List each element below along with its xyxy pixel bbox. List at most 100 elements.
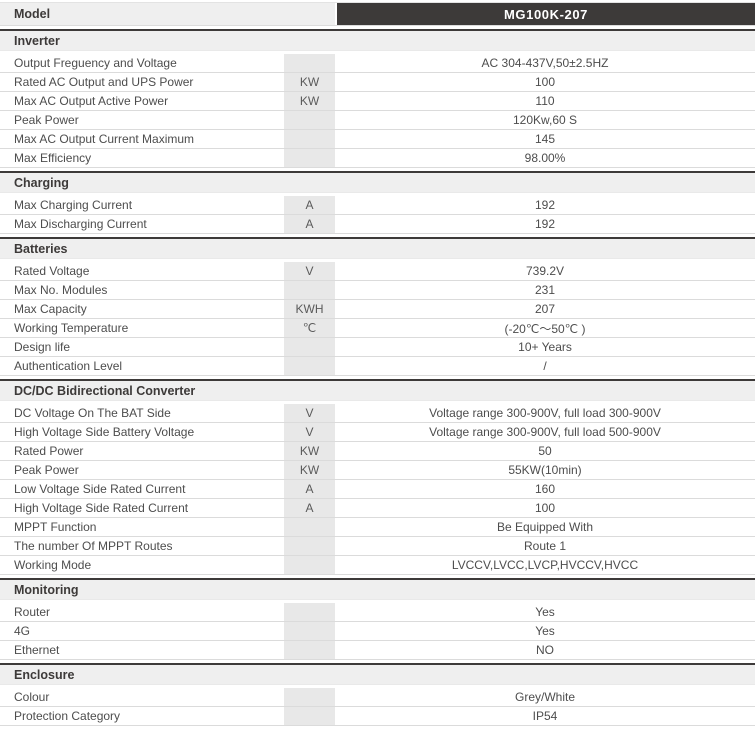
- spec-value: 110: [535, 94, 555, 108]
- spec-value: Yes: [535, 605, 555, 619]
- spec-row: Peak Power KW 55KW(10min): [0, 461, 755, 480]
- spec-value: /: [543, 359, 547, 373]
- spec-value: 55KW(10min): [508, 463, 582, 477]
- section-header-monitoring: Monitoring: [0, 578, 755, 600]
- spec-unit: [284, 603, 335, 621]
- spec-unit: [284, 537, 335, 555]
- spec-unit: A: [284, 480, 335, 498]
- spec-value: Voltage range 300-900V, full load 300-90…: [429, 406, 661, 420]
- spec-unit: V: [284, 423, 335, 441]
- spec-value: 207: [534, 302, 556, 316]
- model-header-divider: [335, 3, 337, 25]
- spec-parameter-name: Design life: [14, 340, 71, 354]
- spec-parameter-name: Protection Category: [14, 709, 121, 723]
- model-header-row: Model MG100K-207: [0, 2, 755, 26]
- spec-value: 10+ Years: [518, 340, 572, 354]
- spec-row: Peak Power 120Kw,60 S: [0, 111, 755, 130]
- spec-value: 145: [534, 132, 556, 146]
- spec-sections: Inverter Output Freguency and Voltage AC 3…: [0, 29, 755, 726]
- spec-row: Rated AC Output and UPS Power KW 100: [0, 73, 755, 92]
- spec-parameter-name: Rated AC Output and UPS Power: [14, 75, 194, 89]
- spec-row: Max Efficiency 98.00%: [0, 149, 755, 168]
- spec-row: High Voltage Side Battery Voltage V Voltag…: [0, 423, 755, 442]
- spec-row: Max No. Modules 231: [0, 281, 755, 300]
- spec-value: 192: [534, 217, 556, 231]
- spec-unit: KW: [284, 442, 335, 460]
- spec-value: 100: [534, 501, 556, 515]
- spec-row: Rated Voltage V 739.2V: [0, 262, 755, 281]
- spec-row: Max Discharging Current A 192: [0, 215, 755, 234]
- spec-unit: [284, 149, 335, 167]
- spec-unit: A: [284, 196, 335, 214]
- spec-unit: [284, 130, 335, 148]
- section-header-inverter: Inverter: [0, 29, 755, 51]
- spec-value: 50: [538, 444, 552, 458]
- spec-row: DC Voltage On The BAT Side V Voltage range…: [0, 404, 755, 423]
- spec-unit: [284, 357, 335, 375]
- section-header-batteries: Batteries: [0, 237, 755, 259]
- spec-row: Design life 10+ Years: [0, 338, 755, 357]
- spec-row: Max AC Output Current Maximum 145: [0, 130, 755, 149]
- spec-value: Voltage range 300-900V, full load 500-90…: [429, 425, 661, 439]
- spec-row: Ethernet NO: [0, 641, 755, 660]
- spec-unit: [284, 111, 335, 129]
- spec-row: High Voltage Side Rated Current A 100: [0, 499, 755, 518]
- spec-row: MPPT Function Be Equipped With: [0, 518, 755, 537]
- spec-unit: V: [284, 404, 335, 422]
- spec-unit: KW: [284, 461, 335, 479]
- spec-parameter-name: Ethernet: [14, 643, 60, 657]
- spec-value: 120Kw,60 S: [512, 113, 578, 127]
- spec-parameter-name: Max Charging Current: [14, 198, 133, 212]
- spec-value: 739.2V: [525, 264, 565, 278]
- spec-value: 100: [534, 75, 556, 89]
- spec-row: Authentication Level /: [0, 357, 755, 376]
- spec-row: Router Yes: [0, 603, 755, 622]
- spec-row: Working Mode LVCCV,LVCC,LVCP,HVCCV,HVCC: [0, 556, 755, 575]
- spec-parameter-name: Router: [14, 605, 51, 619]
- spec-value: 98.00%: [524, 151, 566, 165]
- spec-unit: KW: [284, 92, 335, 110]
- spec-parameter-name: Max AC Output Active Power: [14, 94, 169, 108]
- spec-value: Be Equipped With: [496, 520, 594, 534]
- spec-value: Route 1: [523, 539, 567, 553]
- spec-parameter-name: Max Capacity: [14, 302, 87, 316]
- spec-parameter-name: Low Voltage Side Rated Current: [14, 482, 186, 496]
- spec-row: Working Temperature ℃ (-20℃～50℃ ): [0, 319, 755, 338]
- spec-value: NO: [536, 643, 554, 657]
- spec-parameter-name: Working Mode: [14, 558, 92, 572]
- spec-unit: A: [284, 215, 335, 233]
- spec-unit: [284, 54, 335, 72]
- spec-row: Colour Grey/White: [0, 688, 755, 707]
- spec-unit: [284, 622, 335, 640]
- spec-parameter-name: High Voltage Side Battery Voltage: [14, 425, 195, 439]
- spec-value: 160: [534, 482, 556, 496]
- spec-value: Yes: [535, 624, 555, 638]
- spec-unit: [284, 641, 335, 659]
- spec-parameter-name: Max Discharging Current: [14, 217, 147, 231]
- spec-unit: [284, 688, 335, 706]
- spec-row: Max Capacity KWH 207: [0, 300, 755, 319]
- spec-value: LVCCV,LVCC,LVCP,HVCCV,HVCC: [451, 558, 639, 572]
- section-header-dc-dc-bidirectional-converter: DC/DC Bidirectional Converter: [0, 379, 755, 401]
- spec-unit: V: [284, 262, 335, 280]
- spec-parameter-name: Colour: [14, 690, 50, 704]
- spec-row: Max AC Output Active Power KW 110: [0, 92, 755, 111]
- model-label: Model: [0, 3, 335, 25]
- spec-unit: [284, 281, 335, 299]
- section-header-enclosure: Enclosure: [0, 663, 755, 685]
- spec-parameter-name: High Voltage Side Rated Current: [14, 501, 189, 515]
- spec-row: 4G Yes: [0, 622, 755, 641]
- spec-row: Rated Power KW 50: [0, 442, 755, 461]
- spec-value: AC 304-437V,50±2.5HZ: [481, 56, 609, 70]
- spec-parameter-name: Max No. Modules: [14, 283, 108, 297]
- spec-value: 192: [534, 198, 556, 212]
- spec-parameter-name: Output Freguency and Voltage: [14, 56, 177, 70]
- spec-parameter-name: Working Temperature: [14, 321, 129, 335]
- spec-row: Max Charging Current A 192: [0, 196, 755, 215]
- spec-unit: [284, 707, 335, 725]
- model-value-banner: MG100K-207: [337, 3, 755, 25]
- spec-row: Low Voltage Side Rated Current A 160: [0, 480, 755, 499]
- spec-value: Grey/White: [514, 690, 575, 704]
- spec-parameter-name: The number Of MPPT Routes: [14, 539, 173, 553]
